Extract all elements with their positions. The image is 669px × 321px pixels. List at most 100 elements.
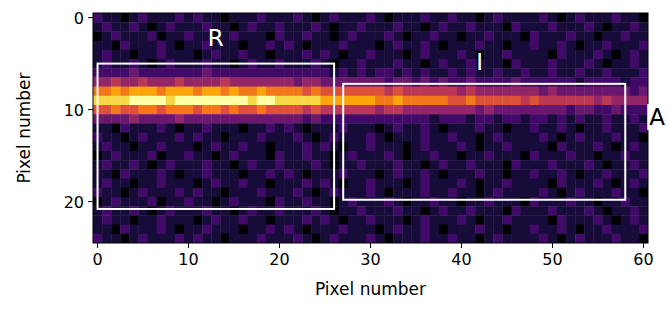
cell	[557, 179, 566, 189]
cell	[584, 133, 593, 143]
cell	[129, 68, 138, 78]
cell	[229, 22, 238, 32]
cell	[402, 41, 411, 51]
cell	[348, 197, 357, 207]
cell	[311, 123, 320, 133]
cell	[266, 68, 275, 78]
cell	[302, 114, 311, 124]
cell	[311, 197, 320, 207]
cell	[357, 41, 366, 51]
cell	[111, 151, 120, 161]
cell	[430, 160, 439, 170]
cell	[266, 96, 275, 106]
cell	[229, 133, 238, 143]
cell	[575, 96, 584, 106]
cell	[229, 179, 238, 189]
cell	[484, 114, 493, 124]
cell	[575, 41, 584, 51]
cell	[466, 41, 475, 51]
cell	[129, 225, 138, 235]
cell	[193, 114, 202, 124]
cell	[475, 114, 484, 124]
cell	[348, 31, 357, 41]
cell	[493, 151, 502, 161]
cell	[184, 160, 193, 170]
cell	[393, 142, 402, 152]
cell	[248, 225, 257, 235]
cell	[102, 160, 111, 170]
cell	[530, 31, 539, 41]
cell	[630, 123, 639, 133]
cell	[466, 123, 475, 133]
cell	[257, 151, 266, 161]
cell	[448, 133, 457, 143]
cell	[102, 133, 111, 143]
cell	[93, 13, 102, 23]
cell	[284, 77, 293, 87]
cell	[439, 59, 448, 69]
cell	[220, 133, 229, 143]
cell	[439, 31, 448, 41]
cell	[521, 105, 530, 115]
cell	[366, 31, 375, 41]
cell	[320, 169, 329, 179]
cell	[484, 41, 493, 51]
cell	[639, 123, 648, 133]
cell	[457, 50, 466, 60]
cell	[320, 133, 329, 143]
cell	[302, 31, 311, 41]
cell	[193, 142, 202, 152]
cell	[211, 225, 220, 235]
cell	[502, 197, 511, 207]
cell	[229, 41, 238, 51]
y-tick	[88, 17, 93, 18]
cell	[375, 169, 384, 179]
cell	[548, 77, 557, 87]
cell	[411, 197, 420, 207]
cell	[239, 188, 248, 198]
cell	[493, 179, 502, 189]
cell	[612, 13, 621, 23]
cell	[257, 133, 266, 143]
cell	[220, 160, 229, 170]
cell	[375, 225, 384, 235]
cell	[166, 133, 175, 143]
cell	[639, 13, 648, 23]
cell	[302, 179, 311, 189]
cell	[293, 114, 302, 124]
cell	[402, 114, 411, 124]
cell	[466, 22, 475, 32]
cell	[484, 160, 493, 170]
cell	[421, 160, 430, 170]
cell	[330, 225, 339, 235]
cell	[239, 234, 248, 243]
cell	[220, 151, 229, 161]
cell	[248, 87, 257, 97]
cell	[166, 206, 175, 216]
cell	[548, 133, 557, 143]
cell	[311, 31, 320, 41]
cell	[448, 59, 457, 69]
cell	[220, 197, 229, 207]
cell	[384, 87, 393, 97]
cell	[157, 31, 166, 41]
x-tick	[643, 243, 644, 248]
cell	[184, 31, 193, 41]
cell	[284, 142, 293, 152]
cell	[248, 179, 257, 189]
cell	[111, 142, 120, 152]
cell	[521, 225, 530, 235]
cell	[257, 206, 266, 216]
cell	[603, 123, 612, 133]
cell	[566, 169, 575, 179]
cell	[393, 96, 402, 106]
cell	[193, 197, 202, 207]
cell	[584, 87, 593, 97]
cell	[566, 96, 575, 106]
cell	[557, 13, 566, 23]
cell	[639, 179, 648, 189]
cell	[384, 151, 393, 161]
cell	[129, 50, 138, 60]
cell	[275, 87, 284, 97]
cell	[475, 31, 484, 41]
